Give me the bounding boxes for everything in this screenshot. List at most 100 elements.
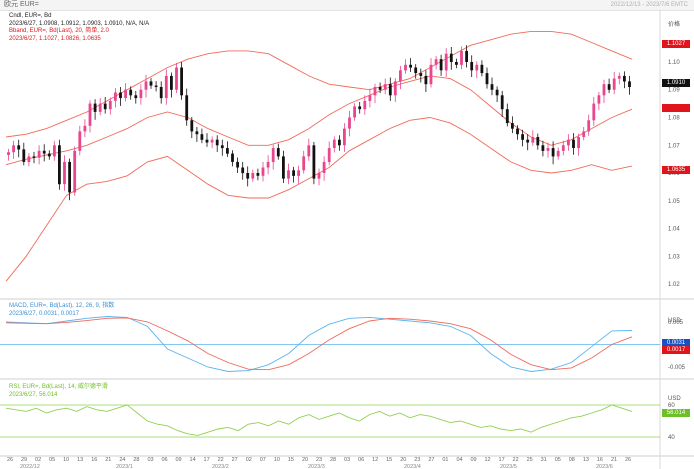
candle-body xyxy=(215,139,219,146)
rsi-line xyxy=(5,404,633,436)
x-tick-label: 27 xyxy=(232,457,238,463)
candle-body xyxy=(343,128,346,146)
x-tick-label: 06 xyxy=(358,457,364,463)
candle-body xyxy=(7,152,10,155)
candle-body xyxy=(17,145,21,150)
macd-tick-label: -0.005 xyxy=(668,365,686,371)
x-tick-label: 15 xyxy=(386,457,392,463)
price-tick-label: 1.02 xyxy=(668,282,680,288)
top-bar: 欧元 EUR= 2022/12/13 - 2023/7/6 EMTC xyxy=(0,0,694,11)
x-tick-label: 02 xyxy=(246,457,252,463)
candle-body xyxy=(399,70,402,82)
price-tick-label: 1.10 xyxy=(668,60,680,66)
candle-body xyxy=(170,75,173,90)
candle-body xyxy=(516,128,519,135)
candle-body xyxy=(424,75,428,85)
candle-body xyxy=(93,103,97,112)
candle-body xyxy=(68,161,71,193)
x-tick-label: 09 xyxy=(470,457,476,463)
candle-body xyxy=(129,89,133,96)
candle-body xyxy=(190,120,194,132)
candle-body xyxy=(32,156,36,158)
candle-body xyxy=(404,64,407,71)
candle-body xyxy=(164,75,168,99)
x-tick-label: 26 xyxy=(625,457,631,463)
bb-lower-badge: 1.0635 xyxy=(662,166,690,174)
candle-body xyxy=(42,150,46,154)
candle-body xyxy=(327,148,331,162)
candle-body xyxy=(287,170,290,179)
candle-body xyxy=(485,73,489,85)
x-tick-label: 08 xyxy=(569,457,575,463)
candle-body xyxy=(348,117,351,129)
candle-body xyxy=(175,67,178,90)
candle-body xyxy=(526,139,530,143)
candle-body xyxy=(88,103,92,126)
x-tick-label: 03 xyxy=(344,457,350,463)
macd-axis-unit: USD xyxy=(668,318,681,324)
candle-body xyxy=(251,173,255,179)
x-month-label: 2022/12 xyxy=(20,464,40,469)
candle-body xyxy=(236,161,239,168)
rsi-legend-title: RSI, EUR=, Bd(Last), 14, 威尔德平滑 xyxy=(9,384,108,390)
candle-body xyxy=(414,67,418,74)
rsi-axis-unit: USD xyxy=(668,396,681,402)
candle-body xyxy=(322,161,326,173)
candle-body xyxy=(567,139,570,146)
x-tick-label: 12 xyxy=(372,457,378,463)
x-tick-label: 23 xyxy=(316,457,322,463)
candle-body xyxy=(220,145,224,149)
candle-body xyxy=(47,153,51,157)
candle-body xyxy=(363,100,367,110)
candle-body xyxy=(475,64,479,71)
x-month-label: 2023/1 xyxy=(116,464,133,469)
candle-body xyxy=(124,89,127,98)
x-tick-label: 23 xyxy=(414,457,420,463)
candle-body xyxy=(282,156,285,179)
candle-body xyxy=(409,64,412,68)
candle-body xyxy=(623,75,626,82)
x-tick-label: 31 xyxy=(541,457,547,463)
candle-body xyxy=(460,50,463,65)
x-tick-label: 15 xyxy=(288,457,294,463)
candle-body xyxy=(246,173,250,179)
macd-legend-values: 2023/6/27, 0.0031, 0.0017 xyxy=(9,310,80,317)
candle-body xyxy=(338,139,341,146)
x-tick-label: 02 xyxy=(35,457,41,463)
x-tick-label: 28 xyxy=(330,457,336,463)
candle-body xyxy=(378,87,382,90)
x-tick-label: 05 xyxy=(555,457,561,463)
candle-body xyxy=(22,149,26,162)
candle-body xyxy=(58,145,61,185)
macd-value-badge: 0.0031 xyxy=(662,339,690,347)
x-month-label: 2023/6 xyxy=(596,464,613,469)
x-tick-label: 17 xyxy=(204,457,210,463)
candle-body xyxy=(185,95,189,121)
x-month-label: 2023/4 xyxy=(404,464,421,469)
bband-middle-line xyxy=(5,75,633,166)
candle-body xyxy=(511,123,514,129)
candle-body xyxy=(470,62,474,71)
candle-body xyxy=(159,87,163,99)
candle-body xyxy=(271,148,275,162)
x-tick-label: 05 xyxy=(49,457,55,463)
price-tick-label: 1.06 xyxy=(668,171,680,177)
candle-body xyxy=(358,106,362,110)
macd-line xyxy=(5,316,633,372)
candle-body xyxy=(419,73,423,76)
x-tick-label: 14 xyxy=(190,457,196,463)
candle-body xyxy=(302,156,306,171)
candle-body xyxy=(587,120,591,132)
candle-body xyxy=(312,145,316,179)
candle-body xyxy=(103,103,107,110)
symbol-label: 欧元 EUR= xyxy=(4,1,39,8)
candle-body xyxy=(444,53,448,71)
price-tick-label: 1.05 xyxy=(668,199,680,205)
x-tick-label: 16 xyxy=(597,457,603,463)
macd-legend: MACD, EUR=, Bd(Last), 12, 26, 9, 指数 2023… xyxy=(9,303,114,318)
candle-body xyxy=(617,75,621,79)
candle-body xyxy=(261,167,265,176)
candle-body xyxy=(195,131,199,135)
candle-body xyxy=(292,170,295,176)
x-tick-label: 26 xyxy=(7,457,13,463)
